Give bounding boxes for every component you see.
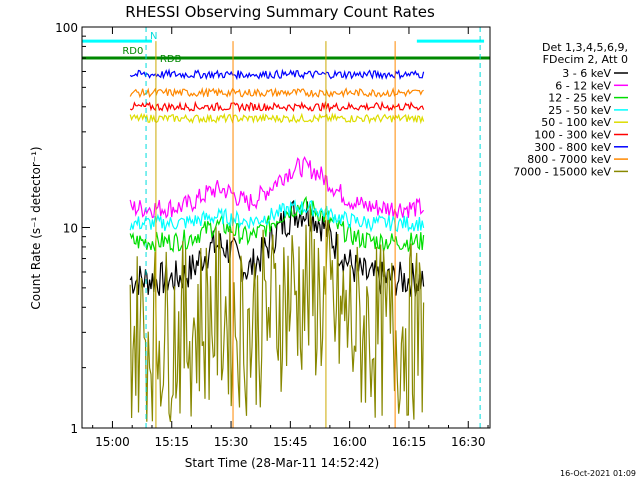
- plot-area: RD0 RDB N: [82, 27, 490, 428]
- legend-label-7: 800 - 7000 keV: [527, 153, 611, 166]
- legend-label-8: 7000 - 15000 keV: [513, 165, 611, 178]
- series-line-5: [129, 100, 425, 113]
- legend-label-5: 100 - 300 keV: [534, 129, 611, 142]
- legend-label-6: 300 - 800 keV: [534, 141, 611, 154]
- series-line-4: [129, 112, 425, 125]
- y-tick-label-1: 10: [63, 222, 78, 236]
- series-line-2: [129, 195, 425, 253]
- series-line-1: [129, 155, 425, 219]
- legend-label-1: 6 - 12 keV: [555, 79, 611, 92]
- legend-label-2: 12 - 25 keV: [548, 92, 611, 105]
- x-tick-label-3: 15:45: [273, 435, 308, 449]
- series-line-0: [129, 199, 425, 297]
- x-axis-label: Start Time (28-Mar-11 14:52:42): [185, 456, 379, 470]
- legend: Det 1,3,4,5,6,9, FDecim 2, Att 0 3 - 6 k…: [513, 41, 628, 178]
- axes: 15:00 15:15 15:30 15:45 16:00 16:15 16:30 1 10 10…: [55, 21, 491, 449]
- y-tick-label-0: 1: [70, 422, 78, 436]
- x-tick-label-5: 16:15: [392, 435, 427, 449]
- series-line-3: [129, 199, 425, 233]
- x-tick-label-0: 15:00: [95, 435, 130, 449]
- annotation-1: RDB: [160, 54, 182, 65]
- legend-label-0: 3 - 6 keV: [562, 67, 611, 80]
- series-line-6: [129, 68, 425, 81]
- series-line-8: [129, 206, 425, 422]
- y-tick-label-2: 100: [55, 21, 78, 35]
- x-tick-label-6: 16:30: [451, 435, 486, 449]
- legend-label-3: 25 - 50 keV: [548, 104, 611, 117]
- y-axis-label: Count Rate (s⁻¹ detector⁻¹): [29, 146, 43, 309]
- legend-label-4: 50 - 100 keV: [541, 116, 611, 129]
- x-tick-label-4: 16:00: [332, 435, 367, 449]
- x-tick-label-1: 15:15: [154, 435, 189, 449]
- legend-header-line-2: FDecim 2, Att 0: [543, 53, 628, 66]
- annotation-0: RD0: [122, 46, 143, 57]
- annotation-2: N: [150, 31, 157, 42]
- legend-header-line-1: Det 1,3,4,5,6,9,: [542, 41, 628, 54]
- x-tick-label-2: 15:30: [214, 435, 249, 449]
- plot-frame: [81, 26, 491, 429]
- footer-timestamp: 16-Oct-2021 01:09: [560, 469, 636, 478]
- chart-title: RHESSI Observing Summary Count Rates: [125, 3, 435, 21]
- series-line-7: [129, 86, 424, 99]
